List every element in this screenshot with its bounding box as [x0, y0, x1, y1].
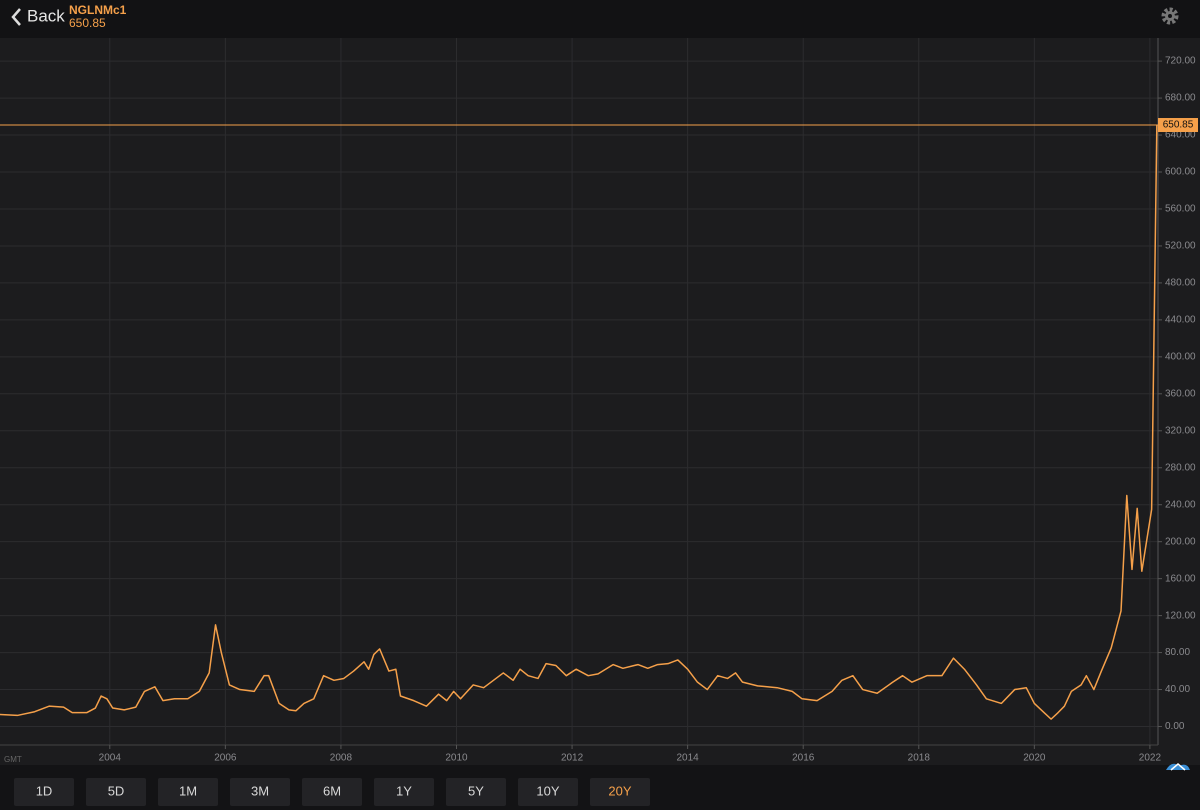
y-tick-label: 440.00	[1165, 315, 1196, 326]
y-tick-label: 160.00	[1165, 573, 1196, 584]
range-button[interactable]: 1Y	[374, 778, 434, 806]
x-tick-label: 2004	[99, 753, 122, 764]
gear-hole	[1168, 14, 1172, 18]
range-button-label[interactable]: 5Y	[468, 783, 484, 798]
range-button-bg	[302, 778, 362, 806]
x-tick-label: 2018	[908, 753, 931, 764]
range-button-label[interactable]: 20Y	[608, 783, 631, 798]
y-tick-label: 480.00	[1165, 278, 1196, 289]
range-button-label[interactable]: 6M	[323, 783, 341, 798]
x-tick-label: 2008	[330, 753, 353, 764]
y-tick-label: 280.00	[1165, 462, 1196, 473]
range-button-bg	[518, 778, 578, 806]
y-tick-label: 360.00	[1165, 388, 1196, 399]
range-button-bg	[158, 778, 218, 806]
y-tick-label: 520.00	[1165, 241, 1196, 252]
range-button[interactable]: 1D	[14, 778, 74, 806]
settings-icon[interactable]	[1161, 7, 1179, 25]
y-tick-label: 0.00	[1165, 721, 1185, 732]
range-button[interactable]: 1M	[158, 778, 218, 806]
y-tick-label: 80.00	[1165, 647, 1190, 658]
y-tick-label: 120.00	[1165, 610, 1196, 621]
range-button-bg	[590, 778, 650, 806]
y-tick-label: 400.00	[1165, 351, 1196, 362]
price-line	[0, 125, 1158, 720]
last-price-label: 650.85	[1163, 120, 1194, 131]
range-button-label[interactable]: 1M	[179, 783, 197, 798]
cloud-icon[interactable]	[1166, 763, 1190, 771]
last-price-box	[1158, 118, 1198, 133]
x-tick-label: 2006	[214, 753, 237, 764]
x-tick-label: 2022	[1139, 753, 1162, 764]
y-tick-label: 640.00	[1165, 130, 1196, 141]
back-button[interactable]: Back	[11, 6, 65, 26]
y-tick-label: 240.00	[1165, 499, 1196, 510]
range-button-bg	[14, 778, 74, 806]
range-button[interactable]: 3M	[230, 778, 290, 806]
range-button-label[interactable]: 3M	[251, 783, 269, 798]
cloud-arrow	[1170, 763, 1186, 771]
timezone-label: GMT	[4, 755, 22, 764]
x-tick-label: 2014	[677, 753, 700, 764]
range-button[interactable]: 20Y	[590, 778, 650, 806]
y-tick-label: 40.00	[1165, 684, 1190, 695]
range-button-bg	[230, 778, 290, 806]
x-tick-label: 2010	[445, 753, 468, 764]
x-tick-label: 2020	[1023, 753, 1046, 764]
y-tick-label: 200.00	[1165, 536, 1196, 547]
back-chevron	[11, 8, 21, 26]
y-tick-label: 600.00	[1165, 167, 1196, 178]
y-tick-label: 320.00	[1165, 425, 1196, 436]
y-tick-label: 560.00	[1165, 204, 1196, 215]
range-button-bg	[374, 778, 434, 806]
back-label[interactable]: Back	[27, 6, 65, 25]
gear-teeth	[1161, 7, 1179, 25]
range-button-label[interactable]: 1Y	[396, 783, 412, 798]
range-button[interactable]: 5D	[86, 778, 146, 806]
range-button-label[interactable]: 5D	[108, 783, 125, 798]
range-button-bg	[446, 778, 506, 806]
range-button[interactable]: 5Y	[446, 778, 506, 806]
x-tick-label: 2016	[792, 753, 815, 764]
x-tick-label: 2012	[561, 753, 584, 764]
y-tick-label: 720.00	[1165, 56, 1196, 67]
range-button[interactable]: 6M	[302, 778, 362, 806]
instrument-name: NGLNMc1	[69, 3, 127, 17]
top-bar	[0, 0, 1200, 38]
instrument-price: 650.85	[69, 16, 106, 30]
y-tick-label: 680.00	[1165, 93, 1196, 104]
range-button[interactable]: 10Y	[518, 778, 578, 806]
range-button-label[interactable]: 1D	[36, 783, 53, 798]
range-button-label[interactable]: 10Y	[536, 783, 559, 798]
range-button-bg	[86, 778, 146, 806]
